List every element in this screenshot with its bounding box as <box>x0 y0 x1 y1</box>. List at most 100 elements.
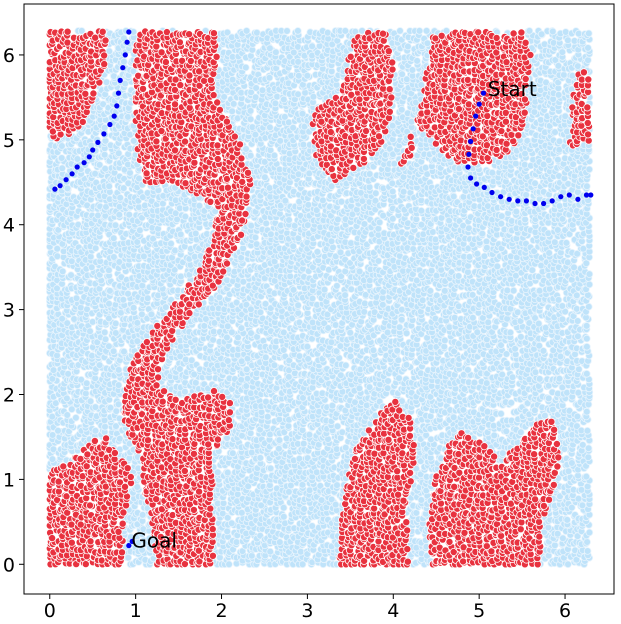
free-point <box>308 318 317 327</box>
free-point <box>253 28 261 37</box>
free-point <box>105 182 113 191</box>
free-point <box>147 310 156 319</box>
free-point <box>57 154 66 162</box>
free-point <box>275 436 284 444</box>
free-point <box>294 309 303 317</box>
free-point <box>59 356 67 365</box>
free-point <box>341 291 349 299</box>
free-point <box>48 431 57 439</box>
free-point <box>329 243 337 252</box>
free-point <box>228 328 236 337</box>
free-point <box>129 303 138 312</box>
free-point <box>248 551 256 560</box>
free-point <box>133 337 142 345</box>
free-point <box>285 488 293 496</box>
free-point <box>53 252 62 261</box>
free-point <box>313 248 322 256</box>
free-point <box>176 230 185 239</box>
free-point <box>223 527 232 536</box>
free-point <box>63 411 71 419</box>
free-point <box>209 327 218 336</box>
free-point <box>105 266 113 275</box>
free-point <box>124 289 132 298</box>
free-point <box>266 464 275 473</box>
free-point <box>279 95 288 104</box>
free-point <box>213 468 222 477</box>
free-point <box>110 253 118 261</box>
free-point <box>266 547 275 556</box>
free-point <box>124 113 132 121</box>
free-point <box>360 220 369 228</box>
free-point <box>116 194 124 202</box>
free-point <box>120 57 128 66</box>
free-point <box>284 422 293 430</box>
free-point <box>275 444 283 453</box>
free-point <box>67 271 75 279</box>
free-point <box>63 319 71 327</box>
free-point <box>267 230 275 239</box>
free-point <box>227 519 236 527</box>
free-point <box>303 72 312 80</box>
free-point <box>58 164 66 173</box>
free-point <box>247 448 256 457</box>
free-point <box>114 366 123 374</box>
free-point <box>309 93 318 101</box>
free-point <box>341 27 350 35</box>
free-point <box>114 400 123 409</box>
free-point <box>299 140 308 149</box>
free-point <box>285 216 293 224</box>
free-point <box>360 299 369 308</box>
free-point <box>48 455 57 463</box>
free-point <box>319 196 327 205</box>
free-point <box>299 439 308 448</box>
free-point <box>247 329 255 337</box>
free-point <box>167 239 175 248</box>
free-point <box>48 412 56 421</box>
free-point <box>294 90 302 98</box>
free-point <box>275 415 284 424</box>
free-point <box>303 342 312 351</box>
free-point <box>312 468 321 477</box>
free-point <box>289 286 298 294</box>
free-point <box>294 27 302 35</box>
free-point <box>95 361 104 369</box>
free-point <box>355 267 364 276</box>
free-point <box>336 371 345 380</box>
free-point <box>70 315 78 323</box>
free-point <box>53 284 61 293</box>
free-point <box>117 308 125 317</box>
free-point <box>58 314 66 323</box>
free-point <box>229 100 238 108</box>
free-point <box>279 503 288 512</box>
free-point <box>86 252 95 261</box>
free-point <box>143 294 152 303</box>
free-point <box>111 319 120 328</box>
free-point <box>308 42 316 50</box>
free-point <box>281 196 290 205</box>
free-point <box>271 99 280 108</box>
free-point <box>77 303 85 312</box>
free-point <box>109 234 118 243</box>
free-point <box>91 170 99 178</box>
free-point <box>101 335 110 344</box>
free-point <box>86 327 94 336</box>
free-point <box>119 295 128 304</box>
free-point <box>270 151 279 160</box>
free-point <box>242 145 250 153</box>
free-point <box>209 336 217 344</box>
free-point <box>238 431 246 440</box>
free-point <box>242 63 250 72</box>
free-point <box>272 48 280 56</box>
free-point <box>355 384 364 393</box>
free-point <box>341 361 350 370</box>
free-point <box>54 426 62 435</box>
free-point <box>58 142 66 150</box>
free-point <box>133 483 142 491</box>
free-point <box>63 394 71 403</box>
free-point <box>256 454 265 462</box>
free-point <box>105 299 113 308</box>
free-point <box>126 169 134 177</box>
free-point <box>86 397 95 406</box>
free-point <box>136 226 144 235</box>
free-point <box>246 429 255 438</box>
